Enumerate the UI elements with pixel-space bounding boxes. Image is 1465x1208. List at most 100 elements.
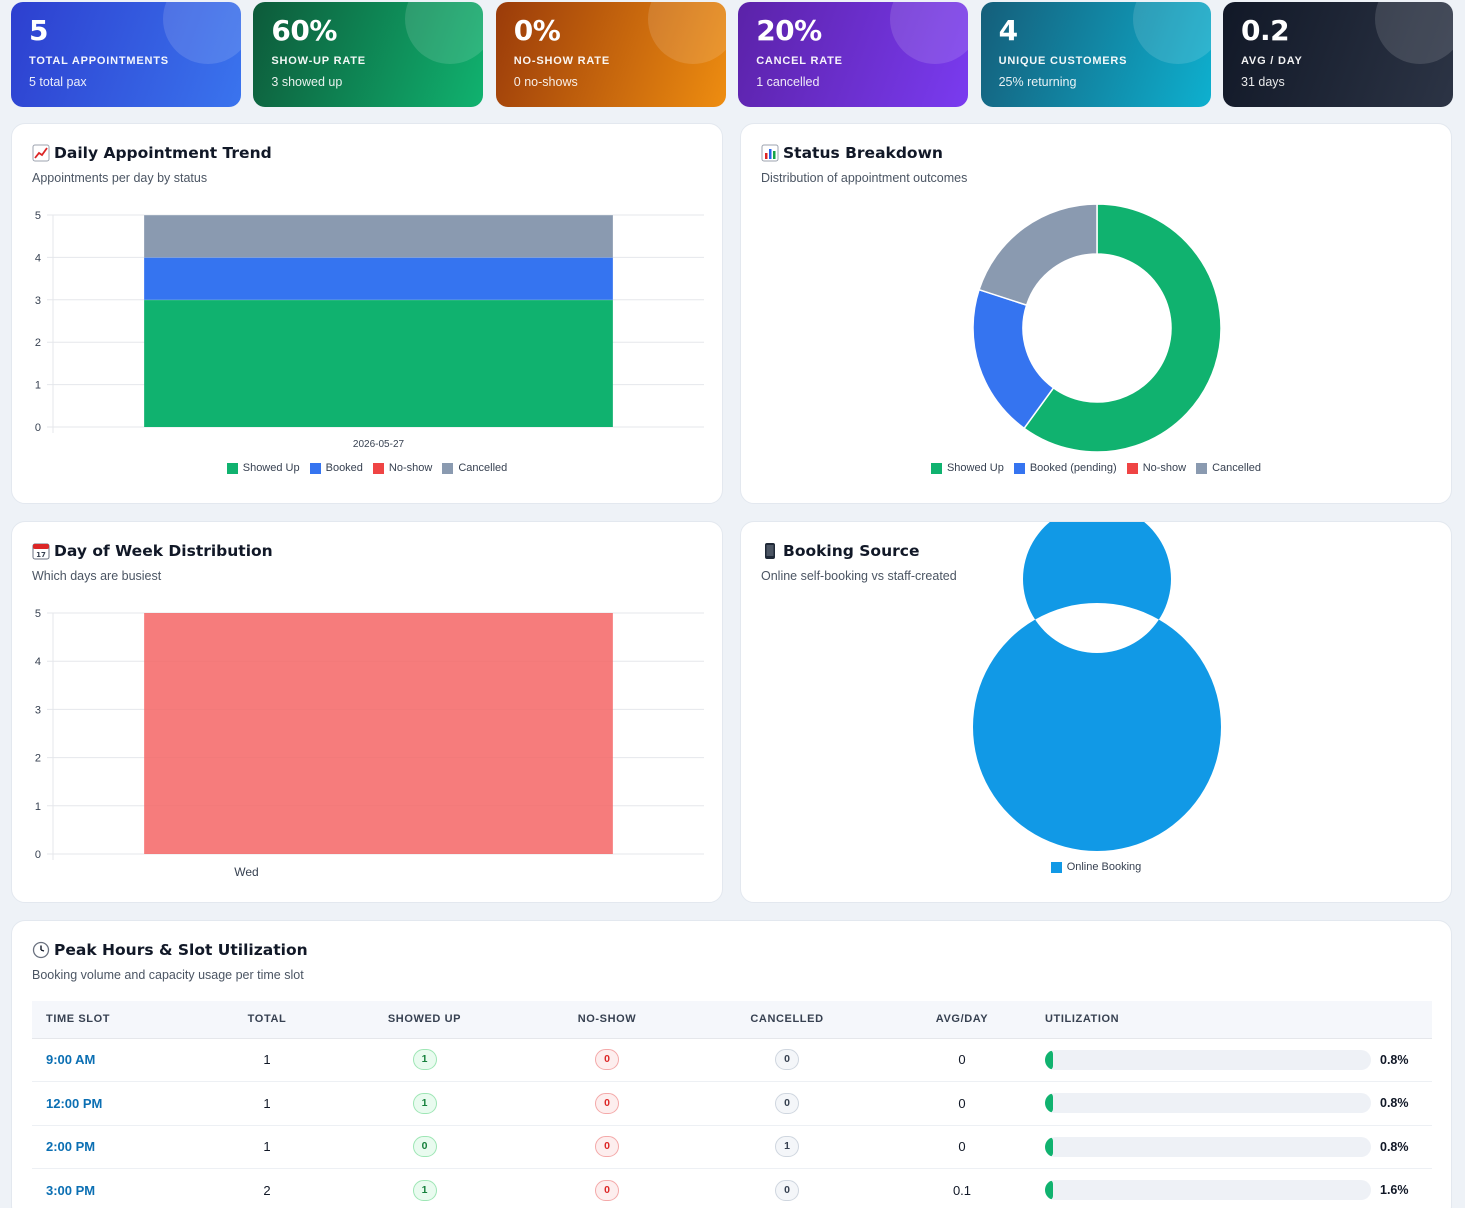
avg-day-cell: 0.1: [887, 1168, 1037, 1208]
y-tick-label: 3: [35, 704, 41, 716]
no-show-badge: 0: [595, 1179, 619, 1201]
chart-increasing-icon: [32, 144, 50, 162]
kpi-value: 5: [29, 14, 48, 47]
cancelled-badge: 0: [775, 1092, 799, 1114]
y-tick-label: 1: [35, 380, 41, 392]
kpi-subtext: 1 cancelled: [756, 75, 820, 89]
legend-item[interactable]: Cancelled: [442, 462, 507, 474]
cancelled-badge: 0: [775, 1049, 799, 1071]
legend-item[interactable]: Showed Up: [930, 462, 1004, 474]
peak-hours-subtitle: Booking volume and capacity usage per ti…: [32, 968, 304, 982]
legend-item[interactable]: Online Booking: [1050, 861, 1141, 873]
peak-hours-table: TIME SLOT TOTAL SHOWED UP NO-SHOW CANCELLED A…: [32, 1001, 1432, 1208]
status-legend: Showed Up Booked (pending) No-show Cancelle…: [741, 462, 1451, 474]
legend-label: Showed Up: [242, 462, 300, 474]
kpi-subtext: 25% returning: [998, 75, 1077, 89]
utilization-fill: [1045, 1049, 1053, 1070]
legend-item[interactable]: Booked: [309, 462, 363, 474]
time-slot-link[interactable]: 12:00 PM: [32, 1081, 212, 1126]
y-tick-label: 4: [35, 656, 41, 668]
y-tick-label: 2: [35, 753, 41, 765]
column-header[interactable]: SHOWED UP: [322, 1001, 527, 1039]
bar-segment[interactable]: [144, 299, 613, 427]
bar-segment[interactable]: [144, 257, 613, 300]
x-tick-label: 2026-05-27: [353, 439, 405, 450]
utilization-percent: 0.8%: [1380, 1139, 1409, 1154]
svg-text:17: 17: [36, 551, 46, 559]
legend-item[interactable]: No-show: [372, 462, 432, 474]
time-slot-link[interactable]: 2:00 PM: [32, 1125, 212, 1169]
legend-item[interactable]: Booked (pending): [1013, 462, 1117, 474]
no-show-badge: 0: [595, 1049, 619, 1071]
legend-item[interactable]: Cancelled: [1196, 462, 1261, 474]
utilization-bar: [1045, 1049, 1371, 1070]
y-tick-label: 3: [35, 295, 41, 307]
y-tick-label: 2: [35, 337, 41, 349]
kpi-subtext: 5 total pax: [29, 75, 87, 89]
bar-segment[interactable]: [144, 215, 613, 258]
x-tick-label: Wed: [234, 865, 258, 879]
kpi-label: UNIQUE CUSTOMERS: [998, 55, 1128, 67]
utilization-cell: 0.8%: [1037, 1093, 1432, 1114]
column-header[interactable]: AVG/DAY: [887, 1001, 1037, 1039]
day-of-week-card: 17 Day of Week Distribution Which days a…: [11, 521, 723, 903]
column-header[interactable]: TIME SLOT: [32, 1001, 212, 1039]
kpi-card: 60% SHOW-UP RATE 3 showed up: [253, 2, 484, 107]
day-bar[interactable]: [144, 613, 613, 854]
legend-label: Booked (pending): [1029, 462, 1117, 474]
total-cell: 1: [212, 1125, 322, 1169]
y-tick-label: 0: [35, 422, 41, 434]
mobile-phone-icon: [761, 542, 779, 560]
booking-source-card: Booking Source Online self-booking vs st…: [740, 521, 1452, 903]
showed-up-badge: 1: [412, 1179, 437, 1201]
no-show-badge: 0: [595, 1136, 619, 1158]
legend-swatch: [1050, 861, 1062, 873]
legend-swatch: [309, 462, 321, 474]
status-breakdown-subtitle: Distribution of appointment outcomes: [761, 171, 968, 185]
table-row: 3:00 PM 2 1 0 0 0.1 1.6%: [32, 1168, 1432, 1208]
kpi-card: 0.2 AVG / DAY 31 days: [1223, 2, 1453, 107]
utilization-cell: 0.8%: [1037, 1136, 1432, 1157]
table-row: 12:00 PM 1 1 0 0 0 0.8%: [32, 1081, 1432, 1126]
column-header[interactable]: NO-SHOW: [527, 1001, 687, 1039]
utilization-percent: 0.8%: [1380, 1052, 1409, 1067]
total-cell: 1: [212, 1038, 322, 1082]
legend-swatch: [226, 462, 238, 474]
time-slot-link[interactable]: 9:00 AM: [32, 1038, 212, 1082]
y-tick-label: 5: [35, 608, 41, 620]
avg-day-cell: 0: [887, 1125, 1037, 1169]
y-tick-label: 5: [35, 210, 41, 222]
kpi-subtext: 0 no-shows: [513, 75, 578, 89]
legend-label: Cancelled: [1212, 462, 1262, 474]
donut-slice[interactable]: [978, 203, 1098, 307]
time-slot-link[interactable]: 3:00 PM: [32, 1168, 212, 1208]
kpi-subtext: 3 showed up: [271, 75, 343, 89]
clock-icon: [32, 941, 50, 959]
day-of-week-chart: 0 1 2 3 4 5 Wed: [35, 608, 704, 879]
donut-slice[interactable]: [1023, 203, 1222, 453]
table-header-row: TIME SLOT TOTAL SHOWED UP NO-SHOW CANCELLED A…: [32, 1001, 1432, 1039]
kpi-value: 0%: [513, 14, 561, 47]
bar-chart-icon: [761, 144, 779, 162]
avg-day-cell: 0: [887, 1038, 1037, 1082]
day-of-week-subtitle: Which days are busiest: [32, 569, 162, 583]
status-breakdown-card: Status Breakdown Distribution of appoint…: [740, 123, 1452, 504]
legend-item[interactable]: No-show: [1126, 462, 1186, 474]
kpi-subtext: 31 days: [1241, 75, 1285, 89]
donut-slice[interactable]: [972, 522, 1221, 851]
showed-up-badge: 1: [412, 1049, 437, 1071]
kpi-label: SHOW-UP RATE: [271, 55, 366, 67]
kpi-value: 4: [998, 14, 1018, 47]
utilization-cell: 0.8%: [1037, 1049, 1432, 1070]
table-row: 2:00 PM 1 0 0 1 0 0.8%: [32, 1125, 1432, 1169]
column-header[interactable]: TOTAL: [212, 1001, 322, 1039]
booking-source-donut: [972, 522, 1221, 851]
y-tick-label: 0: [35, 849, 41, 861]
column-header[interactable]: UTILIZATION: [1037, 1001, 1432, 1039]
legend-label: Booked: [325, 462, 363, 474]
total-cell: 1: [212, 1081, 322, 1126]
cancelled-badge: 0: [775, 1179, 799, 1201]
kpi-label: TOTAL APPOINTMENTS: [29, 55, 169, 67]
legend-item[interactable]: Showed Up: [226, 462, 300, 474]
column-header[interactable]: CANCELLED: [687, 1001, 887, 1039]
